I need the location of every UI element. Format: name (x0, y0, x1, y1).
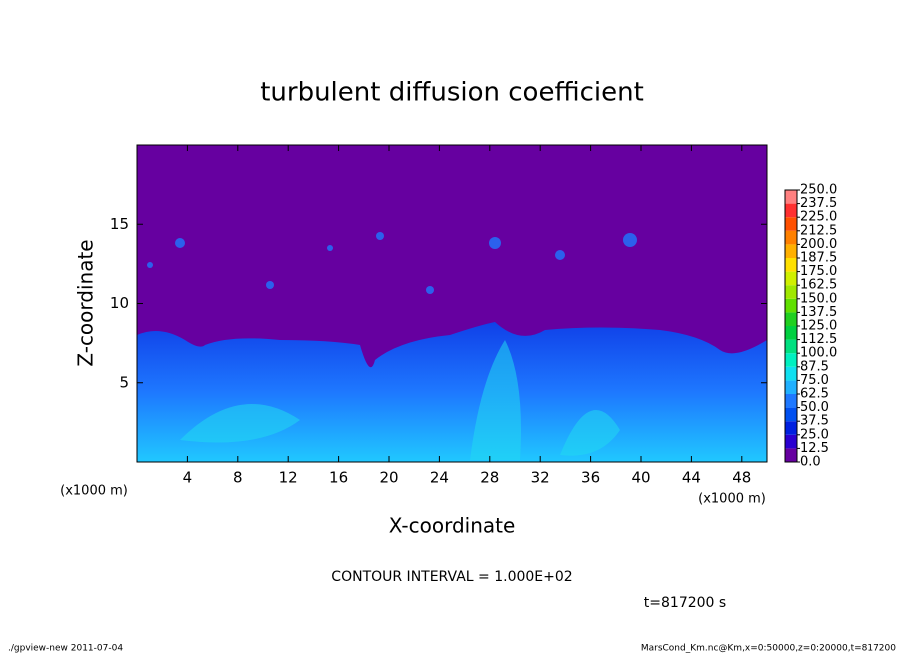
colorbar-label: 162.5 (800, 278, 837, 293)
colorbar-cell (785, 421, 797, 435)
colorbar-cell (785, 258, 797, 272)
colorbar-label: 62.5 (800, 387, 829, 402)
x-tick-label: 40 (631, 469, 650, 487)
colorbar-cell (785, 298, 797, 313)
field-plume (180, 340, 620, 460)
colorbar-label: 100.0 (800, 346, 837, 361)
colorbar-label: 175.0 (800, 264, 837, 279)
field-upper-patches (147, 232, 637, 294)
x-tick-label: 48 (732, 469, 751, 487)
y-tick-label: 5 (119, 373, 129, 391)
colorbar-label: 200.0 (800, 237, 837, 252)
x-tick-label: 20 (379, 469, 398, 487)
x-axis-label: X-coordinate (389, 514, 516, 538)
colorbar-cell (785, 366, 797, 381)
colorbar-cell (785, 244, 797, 258)
x-tick-label: 16 (329, 469, 348, 487)
colorbar-label: 112.5 (800, 332, 837, 347)
colorbar-cell (785, 230, 797, 245)
x-unit-label: (x1000 m) (60, 484, 128, 499)
colorbar-cell (785, 434, 797, 449)
x-tick-label: 32 (531, 469, 550, 487)
colorbar-cell (785, 448, 797, 462)
colorbar-cell (785, 190, 797, 204)
chart-title: turbulent diffusion coefficient (260, 78, 644, 108)
colorbar-cell (785, 271, 797, 286)
colorbar-label: 150.0 (800, 291, 837, 306)
x-unit-label: (x1000 m) (698, 492, 766, 507)
colorbar-label: 12.5 (800, 441, 829, 456)
colorbar-cell (785, 380, 797, 394)
colorbar-label: 250.0 (800, 183, 837, 198)
colorbar-label: 125.0 (800, 319, 837, 334)
colorbar-label: 225.0 (800, 210, 837, 225)
y-axis-label: Z-coordinate (74, 239, 98, 366)
footer-left: ./gpview-new 2011-07-04 (8, 644, 123, 654)
colorbar-label: 50.0 (800, 400, 829, 415)
time-label: t=817200 s (644, 595, 726, 611)
colorbar-cell (785, 394, 797, 408)
colorbar-label: 212.5 (800, 223, 837, 238)
colorbar-cell (785, 407, 797, 422)
colorbar-cell (785, 285, 797, 299)
colorbar-cell (785, 353, 797, 367)
colorbar-label: 237.5 (800, 196, 837, 211)
colorbar-cell (785, 217, 797, 231)
colorbar-label: 75.0 (800, 373, 829, 388)
x-tick-label: 36 (581, 469, 600, 487)
x-tick-label: 44 (682, 469, 701, 487)
colorbar-cell (785, 326, 797, 340)
colorbar-label: 87.5 (800, 359, 829, 374)
colorbar-cell (785, 203, 797, 218)
x-tick-label: 28 (480, 469, 499, 487)
y-tick-label: 10 (110, 294, 129, 312)
x-tick-label: 12 (279, 469, 298, 487)
colorbar-cell (785, 339, 797, 354)
contour-note: CONTOUR INTERVAL = 1.000E+02 (331, 569, 572, 585)
colorbar-label: 187.5 (800, 251, 837, 266)
colorbar-label: 37.5 (800, 414, 829, 429)
x-tick-label: 4 (183, 469, 193, 487)
colorbar-cell (785, 312, 797, 326)
colorbar-label: 0.0 (800, 455, 821, 470)
x-tick-label: 8 (233, 469, 243, 487)
colorbar-label: 137.5 (800, 305, 837, 320)
footer-right: MarsCond_Km.nc@Km,x=0:50000,z=0:20000,t=… (641, 644, 896, 654)
y-tick-label: 15 (110, 215, 129, 233)
x-tick-label: 24 (430, 469, 449, 487)
colorbar-label: 25.0 (800, 427, 829, 442)
field (137, 145, 767, 462)
